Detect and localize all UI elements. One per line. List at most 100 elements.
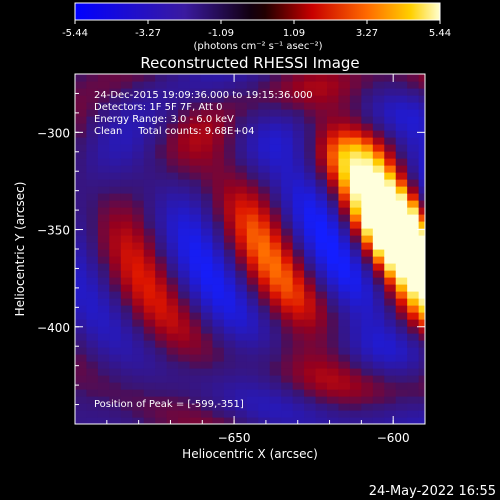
x-tick-label: −650 (218, 431, 251, 445)
heatmap-cell (212, 123, 225, 131)
heatmap-cell (338, 396, 351, 404)
heatmap-cell (201, 396, 214, 404)
heatmap-cell (189, 256, 202, 264)
heatmap-cell (327, 249, 340, 257)
heatmap-cell (86, 417, 99, 424)
heatmap-cell (349, 242, 362, 250)
heatmap-cell (304, 81, 317, 89)
heatmap-cell (281, 396, 294, 404)
heatmap-cell (372, 249, 385, 257)
heatmap-cell (269, 368, 282, 376)
heatmap-cell (166, 340, 179, 348)
heatmap-cell (109, 354, 122, 362)
heatmap-cell (189, 263, 202, 271)
heatmap-cell (258, 277, 271, 285)
heatmap-cell (269, 144, 282, 152)
heatmap-cell (155, 298, 168, 306)
heatmap-cell (86, 249, 99, 257)
heatmap-cell (338, 81, 351, 89)
heatmap-cell (201, 277, 214, 285)
heatmap-cell (189, 368, 202, 376)
heatmap-cell (269, 417, 282, 424)
heatmap-cell (201, 256, 214, 264)
heatmap-cell (258, 305, 271, 313)
heatmap-cell (281, 88, 294, 96)
heatmap-cell (395, 326, 408, 334)
heatmap-cell (97, 312, 110, 320)
heatmap-cell (418, 347, 425, 355)
heatmap-cell (109, 256, 122, 264)
heatmap-cell (246, 298, 259, 306)
heatmap-cell (372, 207, 385, 215)
heatmap-cell (223, 270, 236, 278)
heatmap-cell (246, 382, 259, 390)
heatmap-cell (75, 109, 88, 117)
heatmap-cell (269, 151, 282, 159)
heatmap-cell (407, 74, 420, 82)
heatmap-cell (189, 410, 202, 418)
heatmap-cell (315, 333, 328, 341)
heatmap-cell (223, 116, 236, 124)
heatmap-cell (292, 354, 305, 362)
heatmap-cell (201, 186, 214, 194)
heatmap-cell (258, 403, 271, 411)
heatmap-cell (292, 396, 305, 404)
heatmap-cell (418, 109, 425, 117)
annotation-line: Energy Range: 3.0 - 6.0 keV (94, 114, 234, 125)
heatmap-cell (120, 123, 133, 131)
heatmap-cell (372, 179, 385, 187)
heatmap-cell (269, 361, 282, 369)
heatmap-cell (223, 179, 236, 187)
heatmap-cell (338, 312, 351, 320)
heatmap-cell (178, 81, 191, 89)
heatmap-cell (338, 95, 351, 103)
heatmap-cell (178, 116, 191, 124)
heatmap-cell (418, 144, 425, 152)
heatmap-cell (97, 88, 110, 96)
heatmap-cell (178, 375, 191, 383)
heatmap-cell (166, 319, 179, 327)
heatmap-cell (384, 270, 397, 278)
heatmap-cell (269, 228, 282, 236)
heatmap-cell (327, 74, 340, 82)
heatmap-cell (349, 214, 362, 222)
heatmap-cell (315, 116, 328, 124)
heatmap-cell (86, 95, 99, 103)
heatmap-cell (235, 361, 248, 369)
heatmap-cell (120, 207, 133, 215)
heatmap-cell (269, 81, 282, 89)
heatmap-cell (292, 172, 305, 180)
heatmap-cell (201, 207, 214, 215)
heatmap-cell (315, 186, 328, 194)
heatmap-cell (327, 312, 340, 320)
heatmap-cell (155, 389, 168, 397)
heatmap-cell (349, 102, 362, 110)
heatmap-cell (327, 102, 340, 110)
heatmap-cell (201, 214, 214, 222)
heatmap-cell (235, 263, 248, 271)
heatmap-cell (132, 165, 145, 173)
heatmap-cell (372, 228, 385, 236)
heatmap-cell (304, 354, 317, 362)
heatmap-cell (269, 186, 282, 194)
heatmap-cell (395, 368, 408, 376)
heatmap-cell (258, 137, 271, 145)
heatmap-cell (281, 256, 294, 264)
heatmap-cell (258, 123, 271, 131)
heatmap-cell (155, 207, 168, 215)
heatmap-cell (407, 109, 420, 117)
heatmap-cell (246, 396, 259, 404)
heatmap-cell (384, 340, 397, 348)
heatmap-cell (109, 333, 122, 341)
heatmap-cell (189, 74, 202, 82)
heatmap-cell (372, 347, 385, 355)
heatmap-cell (327, 221, 340, 229)
heatmap-cell (327, 298, 340, 306)
heatmap-cell (166, 291, 179, 299)
heatmap-cell (349, 277, 362, 285)
heatmap-cell (246, 333, 259, 341)
heatmap-cell (178, 242, 191, 250)
heatmap-cell (269, 137, 282, 145)
heatmap-cell (166, 396, 179, 404)
heatmap-cell (407, 368, 420, 376)
